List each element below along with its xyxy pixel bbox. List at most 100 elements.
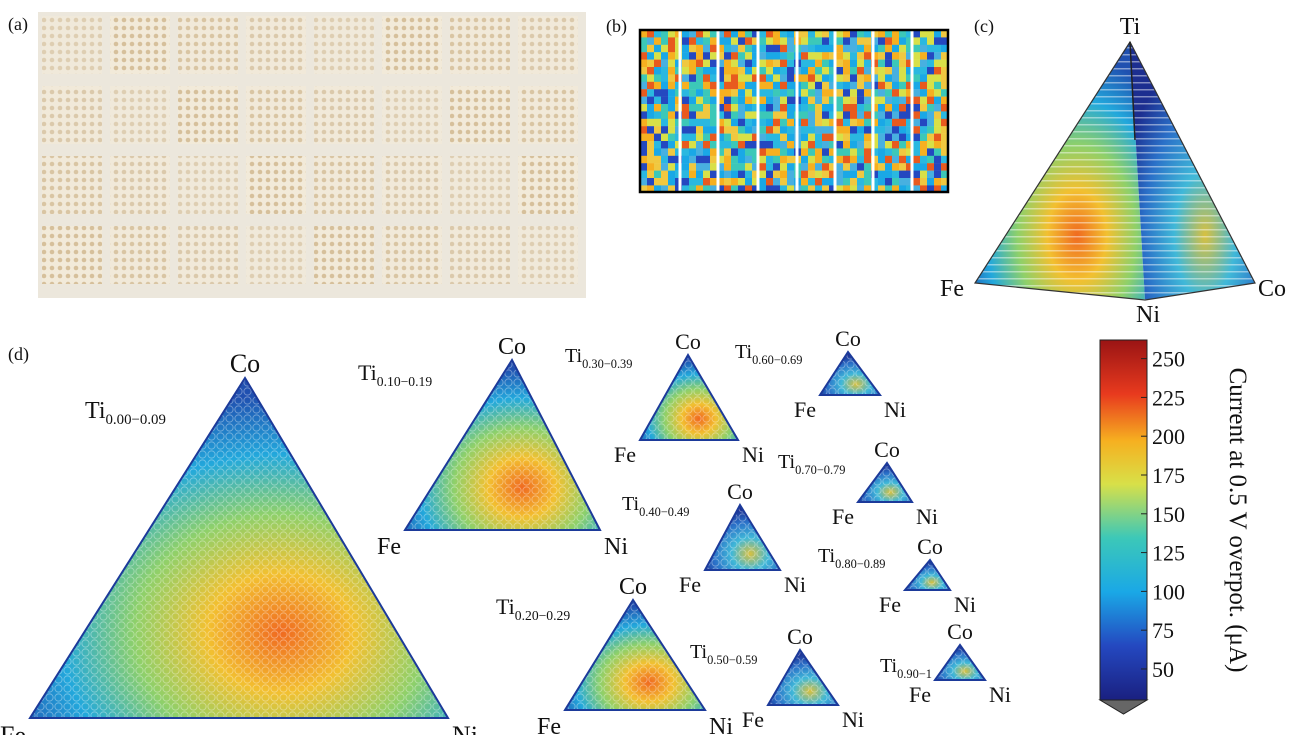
heat-cell — [654, 45, 661, 53]
heat-cell — [801, 148, 808, 156]
heat-cell — [780, 111, 787, 119]
heat-cell — [780, 89, 787, 97]
heat-cell — [661, 119, 668, 127]
vertex-label: Co — [947, 619, 973, 644]
vertex-label: Fe — [377, 534, 401, 560]
sample-block — [246, 16, 306, 74]
ternary-dots — [905, 560, 950, 590]
heat-cell — [780, 67, 787, 75]
face-overlay — [975, 42, 1255, 300]
heat-cell — [934, 67, 941, 75]
heat-cell — [731, 171, 738, 179]
heat-cell — [668, 37, 675, 45]
figure: (a) (b) (c)TiFeCoNi (d)CoFeNiTi0.00−0.09… — [0, 0, 1294, 735]
heat-cell — [836, 111, 843, 119]
heat-cell — [745, 111, 752, 119]
sample-block — [178, 16, 238, 74]
heat-cell — [682, 104, 689, 112]
heat-cell — [822, 111, 829, 119]
heat-cell — [927, 104, 934, 112]
heat-cell — [773, 52, 780, 60]
heat-cell — [934, 163, 941, 171]
heat-cell — [836, 89, 843, 97]
heat-cell — [836, 74, 843, 82]
heat-cell — [808, 178, 815, 186]
heat-cell — [836, 141, 843, 149]
heat-cell — [682, 45, 689, 53]
heat-cell — [815, 82, 822, 90]
heat-cell — [773, 97, 780, 105]
heat-cell — [843, 74, 850, 82]
heat-cell — [934, 52, 941, 60]
heat-cell — [815, 119, 822, 127]
heat-cell — [801, 141, 808, 149]
heat-cell — [654, 141, 661, 149]
heat-cell — [857, 163, 864, 171]
heat-cell — [822, 60, 829, 68]
vertex-label: Ni — [709, 714, 733, 735]
sample-block — [178, 86, 238, 144]
heat-cell — [892, 82, 899, 90]
heat-cell — [787, 74, 794, 82]
heat-cell — [787, 45, 794, 53]
heat-cell — [724, 178, 731, 186]
heat-cell — [738, 119, 745, 127]
heat-cell — [899, 74, 906, 82]
heat-cell — [850, 111, 857, 119]
heat-cell — [927, 178, 934, 186]
vertex-label: Co — [835, 326, 861, 351]
vertex-label: Co — [917, 534, 943, 559]
heat-cell — [836, 104, 843, 112]
heat-cell — [731, 134, 738, 142]
heat-cell — [850, 82, 857, 90]
heat-cell — [878, 67, 885, 75]
heat-cell — [724, 171, 731, 179]
heat-cell — [927, 67, 934, 75]
heat-cell — [913, 119, 920, 127]
heat-cell — [836, 178, 843, 186]
heat-cell — [934, 141, 941, 149]
heat-cell — [857, 111, 864, 119]
heat-cell — [780, 82, 787, 90]
heat-cell — [857, 67, 864, 75]
heat-cell — [808, 67, 815, 75]
heat-cell — [731, 74, 738, 82]
heat-cell — [885, 45, 892, 53]
heat-cell — [836, 97, 843, 105]
heat-cell — [787, 134, 794, 142]
heat-cell — [731, 82, 738, 90]
heat-cell — [815, 178, 822, 186]
heat-cell — [885, 163, 892, 171]
heat-cell — [766, 45, 773, 53]
heat-cell — [780, 171, 787, 179]
element: Ti — [690, 641, 708, 663]
heat-cell — [934, 171, 941, 179]
heat-cell — [647, 126, 654, 134]
heat-cell — [899, 119, 906, 127]
heat-cell — [808, 45, 815, 53]
heat-cell — [759, 89, 766, 97]
ti-range-label: Ti0.70−0.79 — [778, 451, 845, 477]
heat-cell — [787, 163, 794, 171]
heat-cell — [787, 60, 794, 68]
heat-cell — [815, 156, 822, 164]
heat-cell — [738, 148, 745, 156]
heat-cell — [913, 52, 920, 60]
heat-cell — [836, 67, 843, 75]
heat-cell — [808, 119, 815, 127]
heat-cell — [822, 148, 829, 156]
heat-cell — [731, 141, 738, 149]
heat-cell — [920, 156, 927, 164]
heat-cell — [745, 163, 752, 171]
heat-cell — [913, 67, 920, 75]
heat-cell — [766, 37, 773, 45]
heat-cell — [878, 119, 885, 127]
heat-cell — [738, 141, 745, 149]
heat-cell — [766, 148, 773, 156]
heat-cell — [850, 97, 857, 105]
heat-cell — [738, 178, 745, 186]
heat-cell — [724, 148, 731, 156]
heat-cell — [738, 45, 745, 53]
heat-cell — [899, 134, 906, 142]
heat-cell — [885, 52, 892, 60]
